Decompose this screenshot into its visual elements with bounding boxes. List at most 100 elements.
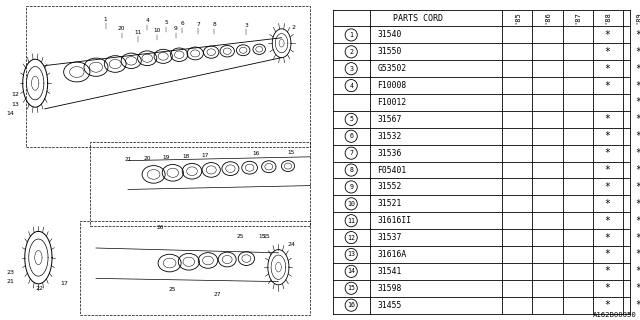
- Text: 11: 11: [134, 30, 141, 35]
- Text: *: *: [635, 81, 640, 91]
- Text: 23: 23: [6, 269, 15, 275]
- Text: 15: 15: [347, 285, 355, 291]
- Text: 31616A: 31616A: [378, 250, 407, 259]
- Text: 15: 15: [259, 234, 266, 239]
- Text: 1: 1: [104, 17, 108, 22]
- Text: 31536: 31536: [378, 149, 402, 158]
- Text: 11: 11: [347, 218, 355, 224]
- Text: 5: 5: [164, 20, 168, 25]
- Text: 4: 4: [145, 18, 149, 23]
- Text: 2: 2: [291, 25, 295, 30]
- Text: *: *: [605, 165, 611, 175]
- Text: 16: 16: [347, 302, 355, 308]
- Text: '86: '86: [545, 12, 550, 24]
- Text: *: *: [635, 250, 640, 260]
- Text: F10008: F10008: [378, 81, 407, 90]
- Text: 31550: 31550: [378, 47, 402, 56]
- Text: 17: 17: [201, 153, 209, 158]
- Text: 31532: 31532: [378, 132, 402, 141]
- Text: A162B00050: A162B00050: [593, 312, 637, 318]
- Text: *: *: [605, 199, 611, 209]
- Text: 7: 7: [349, 150, 353, 156]
- Text: 18: 18: [182, 155, 189, 159]
- Text: 13: 13: [347, 252, 355, 258]
- Text: 1: 1: [349, 32, 353, 38]
- Text: 20: 20: [143, 156, 151, 161]
- Text: 31567: 31567: [378, 115, 402, 124]
- Text: *: *: [605, 131, 611, 141]
- Text: 20: 20: [118, 26, 125, 31]
- Text: *: *: [635, 98, 640, 108]
- Text: 16: 16: [252, 151, 260, 156]
- Text: 31540: 31540: [378, 30, 402, 39]
- Text: 21: 21: [124, 157, 132, 162]
- Text: 31616II: 31616II: [378, 216, 412, 225]
- Text: *: *: [635, 233, 640, 243]
- Text: 22: 22: [35, 285, 44, 291]
- Text: *: *: [635, 199, 640, 209]
- Text: *: *: [635, 30, 640, 40]
- Text: 6: 6: [349, 133, 353, 139]
- Text: G53502: G53502: [378, 64, 407, 73]
- Text: *: *: [605, 250, 611, 260]
- Text: 26: 26: [156, 225, 164, 230]
- Text: 14: 14: [347, 268, 355, 274]
- Text: 6: 6: [180, 21, 184, 26]
- Text: *: *: [635, 47, 640, 57]
- Text: F05401: F05401: [378, 165, 407, 174]
- Text: 31521: 31521: [378, 199, 402, 208]
- Text: 14: 14: [6, 111, 14, 116]
- Text: '88: '88: [605, 12, 611, 24]
- Text: 9: 9: [174, 26, 178, 31]
- Text: 25: 25: [236, 234, 244, 239]
- Text: *: *: [635, 182, 640, 192]
- Text: 9: 9: [349, 184, 353, 190]
- Text: 25: 25: [169, 287, 177, 292]
- Text: 15: 15: [262, 234, 270, 239]
- Text: 31541: 31541: [378, 267, 402, 276]
- Text: 8: 8: [349, 167, 353, 173]
- Text: *: *: [605, 300, 611, 310]
- Text: 21: 21: [6, 279, 14, 284]
- Text: *: *: [605, 233, 611, 243]
- Text: *: *: [635, 266, 640, 276]
- Text: *: *: [605, 47, 611, 57]
- Text: 13: 13: [12, 101, 19, 107]
- Text: 27: 27: [214, 292, 221, 297]
- Text: *: *: [605, 266, 611, 276]
- Text: *: *: [605, 182, 611, 192]
- Text: F10012: F10012: [378, 98, 407, 107]
- Text: 31537: 31537: [378, 233, 402, 242]
- Text: 17: 17: [61, 281, 68, 286]
- Text: 24: 24: [288, 243, 296, 247]
- Text: *: *: [635, 64, 640, 74]
- Text: PARTS CORD: PARTS CORD: [392, 13, 443, 22]
- Text: 10: 10: [153, 28, 161, 33]
- Text: *: *: [635, 283, 640, 293]
- Text: *: *: [635, 300, 640, 310]
- Text: 12: 12: [12, 92, 19, 97]
- Text: *: *: [635, 114, 640, 124]
- Text: 7: 7: [196, 21, 200, 27]
- Text: 2: 2: [349, 49, 353, 55]
- Text: *: *: [605, 64, 611, 74]
- Text: 31598: 31598: [378, 284, 402, 293]
- Text: 5: 5: [349, 116, 353, 122]
- Text: *: *: [605, 30, 611, 40]
- Text: '89: '89: [635, 12, 640, 24]
- Text: *: *: [605, 114, 611, 124]
- Text: 31455: 31455: [378, 301, 402, 310]
- Text: 10: 10: [347, 201, 355, 207]
- Text: *: *: [605, 216, 611, 226]
- Text: *: *: [605, 81, 611, 91]
- Text: *: *: [605, 283, 611, 293]
- Text: 3: 3: [349, 66, 353, 72]
- Text: *: *: [635, 165, 640, 175]
- Text: *: *: [605, 148, 611, 158]
- Text: 19: 19: [163, 156, 170, 160]
- Text: *: *: [635, 131, 640, 141]
- Text: 31552: 31552: [378, 182, 402, 191]
- Text: *: *: [635, 148, 640, 158]
- Text: 12: 12: [347, 235, 355, 241]
- Text: 3: 3: [244, 23, 248, 28]
